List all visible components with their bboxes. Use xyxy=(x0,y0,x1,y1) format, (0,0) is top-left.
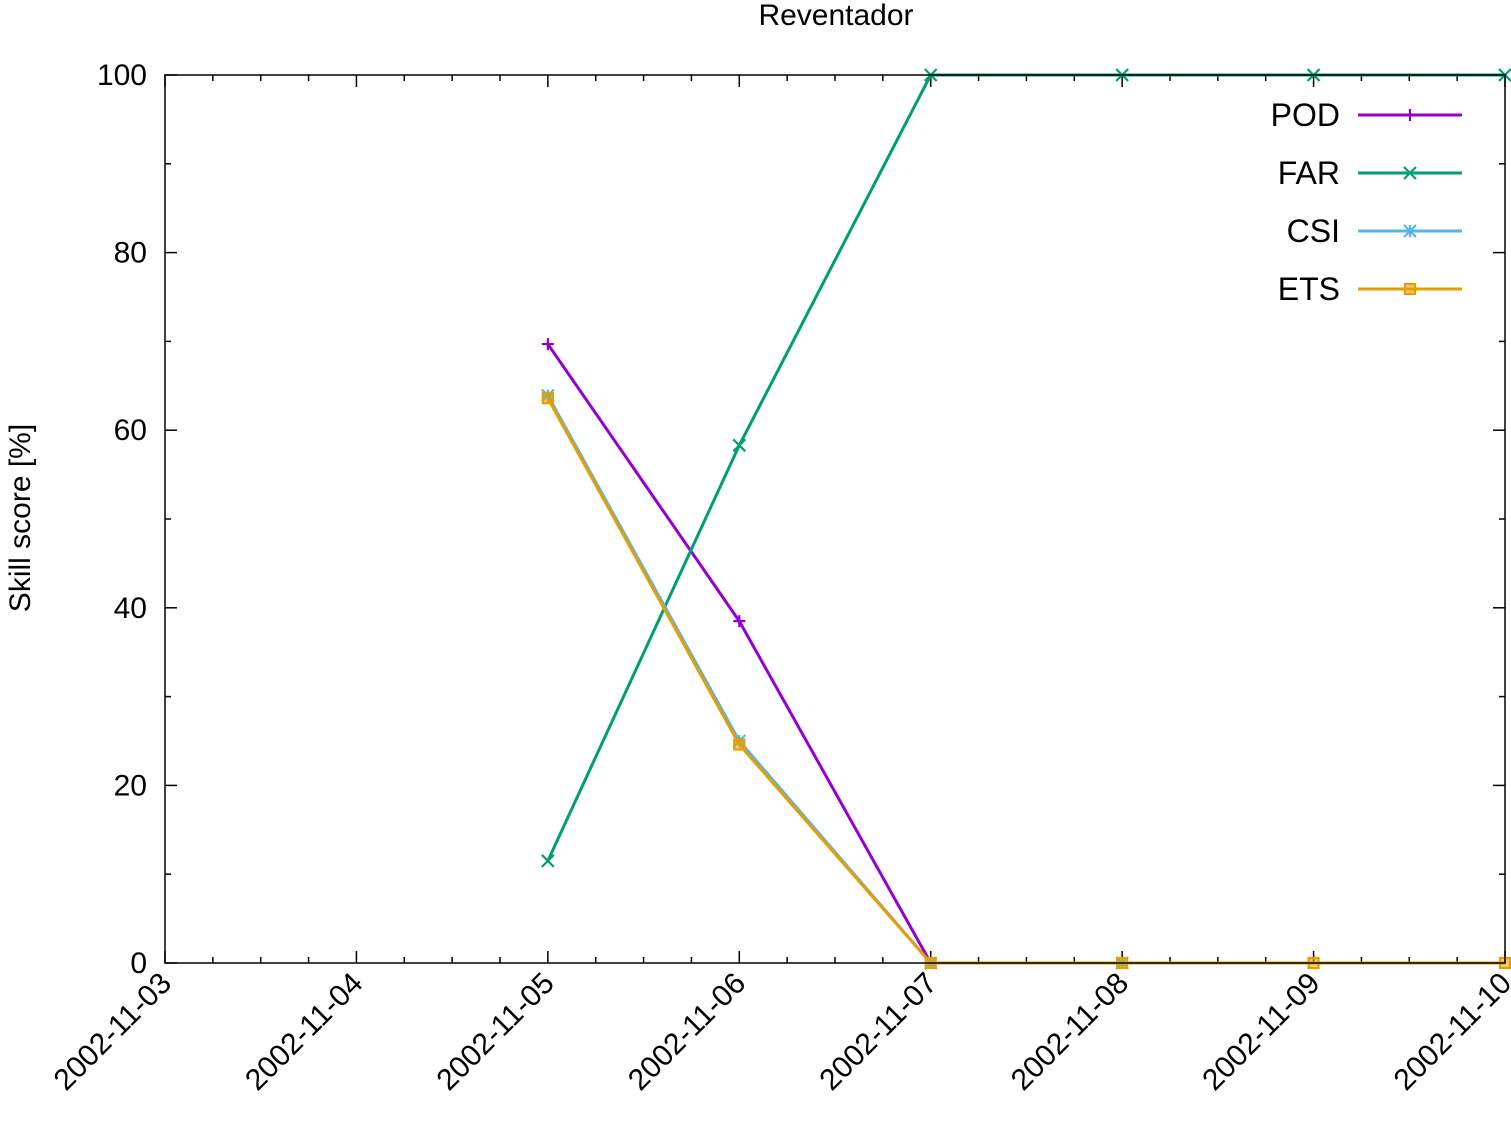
legend-marker xyxy=(1403,166,1417,180)
x-tick-label: 2002-11-07 xyxy=(813,967,943,1097)
x-tick-label: 2002-11-05 xyxy=(431,967,561,1097)
x-tick-label: 2002-11-08 xyxy=(1005,967,1135,1097)
data-point-pod xyxy=(733,615,746,628)
series-line-far xyxy=(546,73,1505,862)
y-tick-label: 20 xyxy=(114,769,147,802)
series-csi xyxy=(541,388,1129,970)
legend: POD FAR CSI ETS xyxy=(1271,97,1462,307)
series-line-ets xyxy=(546,397,1505,965)
legend-label: FAR xyxy=(1278,155,1340,191)
series-line-pod xyxy=(546,343,933,964)
series-pod xyxy=(541,338,937,969)
y-tick-label: 60 xyxy=(114,414,147,447)
chart-title: Reventador xyxy=(758,0,913,32)
data-point-ets xyxy=(733,738,746,751)
y-tick-label: 80 xyxy=(114,237,147,270)
data-point-far xyxy=(541,854,555,868)
series-ets xyxy=(541,392,1511,970)
series-layer xyxy=(541,68,1511,970)
data-point-ets xyxy=(541,392,554,405)
x-tick-label: 2002-11-10 xyxy=(1388,967,1511,1097)
legend-marker xyxy=(1403,224,1417,238)
legend-label: POD xyxy=(1271,97,1340,133)
legend-marker xyxy=(1403,282,1417,296)
data-point-pod xyxy=(541,338,554,351)
y-tick-label: 0 xyxy=(130,947,147,980)
legend-marker xyxy=(1404,109,1416,121)
legend-item-far: FAR xyxy=(1278,155,1462,191)
series-line-csi xyxy=(546,394,1123,965)
y-tick-label: 100 xyxy=(97,59,147,92)
legend-item-ets: ETS xyxy=(1278,271,1462,307)
x-tick-label: 2002-11-06 xyxy=(622,967,752,1097)
legend-item-csi: CSI xyxy=(1287,213,1462,249)
x-tick-label: 2002-11-09 xyxy=(1196,967,1326,1097)
x-tick-label: 2002-11-03 xyxy=(48,967,178,1097)
series-far xyxy=(541,68,1511,868)
y-axis-label: Skill score [%] xyxy=(4,424,37,612)
plot-frame xyxy=(164,74,1506,964)
x-tick-label: 2002-11-04 xyxy=(239,967,369,1097)
y-tick-label: 40 xyxy=(114,592,147,625)
data-point-far xyxy=(732,438,747,453)
legend-item-pod: POD xyxy=(1271,97,1462,133)
legend-label: ETS xyxy=(1278,271,1340,307)
legend-label: CSI xyxy=(1287,213,1340,249)
